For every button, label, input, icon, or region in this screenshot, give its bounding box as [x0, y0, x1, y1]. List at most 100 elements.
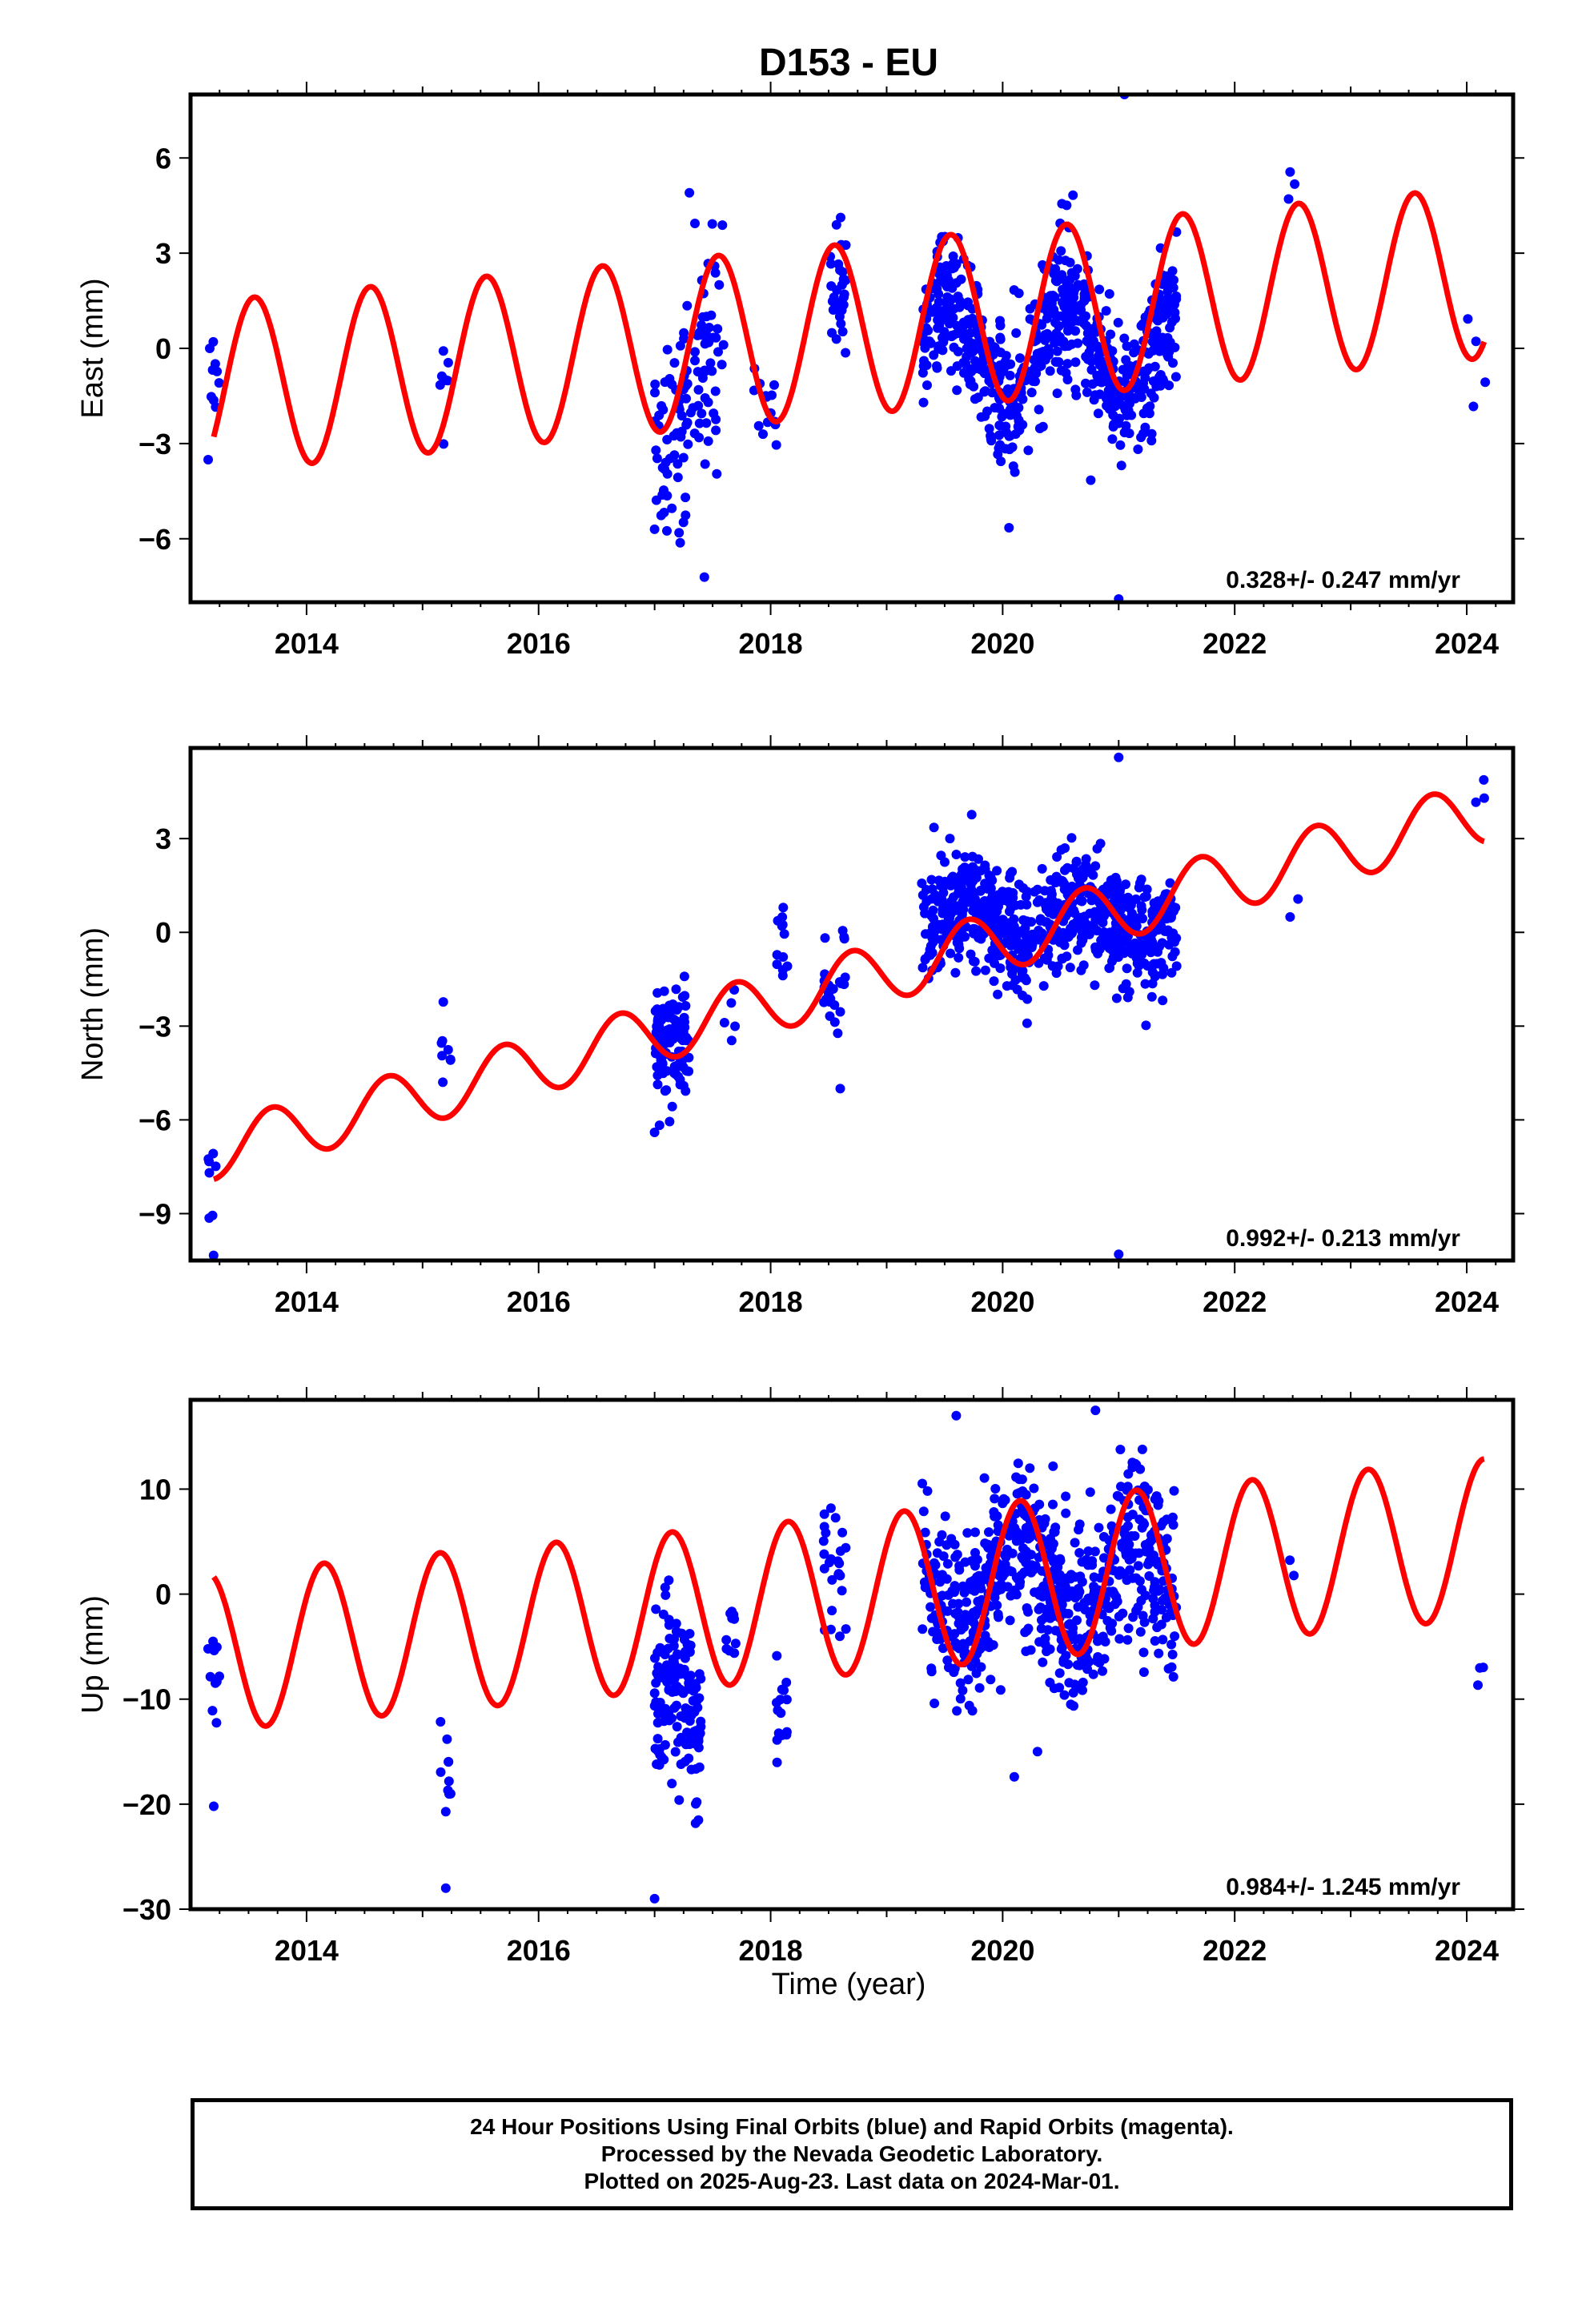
data-point — [1010, 938, 1020, 948]
data-point — [935, 271, 946, 280]
data-point — [707, 366, 717, 376]
data-point — [689, 1736, 700, 1747]
data-point — [948, 251, 958, 261]
data-point-outlier — [1090, 1405, 1101, 1416]
data-point — [1004, 523, 1014, 533]
data-point — [1142, 403, 1152, 413]
x-tick-label: 2014 — [275, 1934, 339, 1967]
data-point — [681, 1065, 692, 1076]
y-axis-ticks: 3 0 −3 −6 −9 — [139, 822, 1524, 1230]
data-point — [669, 1068, 680, 1079]
data-point — [1054, 875, 1065, 885]
panel-0: 2014 2016 2018 2020 2022 2024 6 3 0 −3 −6 East (mm)… — [76, 82, 1524, 660]
data-point — [1009, 285, 1019, 296]
data-point — [711, 414, 721, 424]
data-point — [211, 1161, 221, 1172]
data-point — [938, 1570, 947, 1580]
data-point — [954, 943, 965, 954]
data-point — [955, 1678, 966, 1688]
data-point — [772, 1651, 782, 1661]
data-point — [658, 1609, 669, 1619]
data-point — [776, 1708, 786, 1719]
data-point — [665, 1715, 674, 1726]
data-point — [918, 902, 929, 912]
data-point — [677, 1033, 688, 1043]
data-point — [940, 857, 950, 867]
data-point — [667, 503, 677, 513]
data-point — [1076, 965, 1086, 975]
data-point — [669, 358, 680, 368]
data-point — [987, 891, 998, 901]
data-point — [1056, 246, 1066, 256]
data-point — [1108, 952, 1118, 963]
data-point — [697, 408, 707, 419]
data-point — [1034, 1499, 1045, 1510]
data-point — [992, 866, 1002, 876]
y-axis-ticks: 6 3 0 −3 −6 — [139, 142, 1524, 556]
data-point — [917, 1478, 927, 1489]
data-point — [1000, 1559, 1010, 1570]
data-point — [1285, 167, 1295, 177]
data-point — [204, 1156, 215, 1167]
data-point — [1034, 404, 1044, 415]
data-point — [681, 1647, 690, 1657]
data-point — [967, 869, 978, 879]
data-point — [986, 1675, 996, 1685]
data-point — [1034, 1586, 1045, 1596]
data-point — [954, 1643, 965, 1654]
data-point — [680, 991, 690, 1001]
data-point — [1115, 1566, 1125, 1576]
data-point — [1156, 1521, 1166, 1531]
y-axis-label: North (mm) — [76, 927, 110, 1081]
data-point — [1080, 1605, 1090, 1614]
y-tick-label: −6 — [139, 523, 171, 556]
footer-line-2: Processed by the Nevada Geodetic Laborat… — [600, 2141, 1103, 2166]
data-point — [675, 1666, 685, 1676]
data-point — [436, 1717, 446, 1727]
x-axis-ticks: 2014 2016 2018 2020 2022 2024 — [219, 82, 1499, 660]
data-point — [1127, 1458, 1138, 1468]
data-point — [1154, 1584, 1163, 1594]
data-point — [700, 366, 710, 376]
data-point — [652, 1647, 663, 1658]
data-point — [995, 316, 1005, 326]
data-point — [721, 1643, 732, 1654]
data-point — [1162, 1534, 1172, 1544]
data-point — [1170, 1631, 1180, 1642]
data-point — [959, 368, 969, 378]
data-point — [208, 1148, 219, 1159]
data-point — [1134, 388, 1145, 398]
data-point — [1098, 940, 1109, 951]
x-tick-label: 2022 — [1203, 1934, 1267, 1967]
data-point — [656, 1030, 666, 1040]
data-point — [651, 1604, 661, 1614]
data-point — [769, 380, 779, 390]
data-point — [1107, 434, 1118, 444]
data-point — [1069, 905, 1078, 915]
data-point — [772, 1735, 782, 1745]
data-point — [1142, 1542, 1152, 1552]
data-point — [653, 1709, 663, 1719]
data-point — [829, 292, 839, 303]
data-point — [701, 312, 712, 322]
data-point — [696, 1674, 706, 1684]
plot-frame — [188, 1397, 1516, 1912]
data-point — [1077, 1577, 1087, 1587]
data-point — [777, 912, 788, 923]
data-point — [1121, 879, 1130, 890]
data-point — [730, 1021, 741, 1031]
data-point — [1034, 424, 1045, 433]
data-point — [839, 932, 849, 943]
data-point — [662, 1066, 672, 1076]
data-point — [975, 904, 986, 915]
data-point — [1147, 967, 1158, 978]
data-point — [1094, 284, 1105, 295]
data-point — [1026, 388, 1037, 398]
data-point — [955, 883, 966, 894]
data-point — [690, 347, 700, 357]
data-point — [1478, 1663, 1488, 1673]
data-point — [1083, 1546, 1094, 1556]
x-axis-label: Time (year) — [772, 1968, 926, 2001]
data-point — [827, 328, 837, 338]
data-point — [1133, 1561, 1143, 1571]
